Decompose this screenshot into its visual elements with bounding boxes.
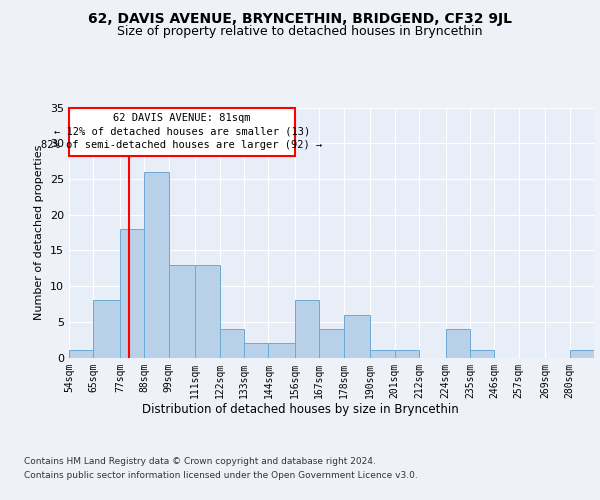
Bar <box>94 300 120 358</box>
Bar <box>145 172 169 358</box>
Bar <box>470 350 494 358</box>
Text: Distribution of detached houses by size in Bryncethin: Distribution of detached houses by size … <box>142 402 458 415</box>
Text: ← 12% of detached houses are smaller (13): ← 12% of detached houses are smaller (13… <box>54 127 310 137</box>
Bar <box>220 329 244 358</box>
Text: 62 DAVIS AVENUE: 81sqm: 62 DAVIS AVENUE: 81sqm <box>113 113 251 123</box>
Bar <box>244 343 268 357</box>
Bar <box>268 343 295 357</box>
FancyBboxPatch shape <box>69 108 295 156</box>
Bar <box>69 350 94 358</box>
Bar <box>319 329 344 358</box>
Bar <box>169 264 195 358</box>
Text: 62, DAVIS AVENUE, BRYNCETHIN, BRIDGEND, CF32 9JL: 62, DAVIS AVENUE, BRYNCETHIN, BRIDGEND, … <box>88 12 512 26</box>
Bar <box>370 350 395 358</box>
Bar <box>446 329 470 358</box>
Bar <box>569 350 594 358</box>
Y-axis label: Number of detached properties: Number of detached properties <box>34 145 44 320</box>
Text: 82% of semi-detached houses are larger (92) →: 82% of semi-detached houses are larger (… <box>41 140 323 150</box>
Bar <box>395 350 419 358</box>
Bar <box>195 264 220 358</box>
Text: Size of property relative to detached houses in Bryncethin: Size of property relative to detached ho… <box>117 25 483 38</box>
Bar <box>344 314 370 358</box>
Bar <box>120 229 145 358</box>
Text: Contains HM Land Registry data © Crown copyright and database right 2024.: Contains HM Land Registry data © Crown c… <box>24 458 376 466</box>
Text: Contains public sector information licensed under the Open Government Licence v3: Contains public sector information licen… <box>24 471 418 480</box>
Bar <box>295 300 319 358</box>
